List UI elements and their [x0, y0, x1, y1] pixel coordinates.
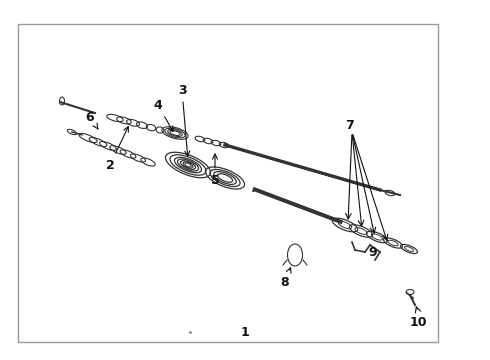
Text: 10: 10	[409, 316, 427, 329]
Text: 7: 7	[345, 118, 354, 131]
Text: 9: 9	[368, 247, 377, 260]
Text: 2: 2	[106, 127, 128, 171]
Text: 4: 4	[154, 99, 173, 131]
Text: 8: 8	[281, 268, 291, 288]
Text: 3: 3	[178, 84, 190, 156]
Text: 6: 6	[86, 111, 98, 129]
Bar	[18, 24, 438, 342]
Text: 1: 1	[241, 325, 249, 338]
Text: 5: 5	[211, 154, 220, 186]
